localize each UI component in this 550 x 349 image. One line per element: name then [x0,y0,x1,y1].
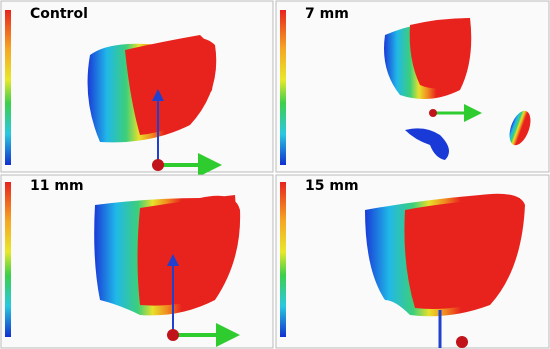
colorbar [5,182,11,337]
panel-label: 15 mm [305,178,359,194]
panel-label: 11 mm [30,178,84,194]
panel: 15 mm [275,174,550,349]
axis-origin [152,159,164,171]
panel: 11 mm [0,174,274,349]
flow-field [509,110,531,146]
panel: 7 mm [275,0,550,173]
panel-label: Control [30,6,88,22]
panel-label: 7 mm [305,6,349,22]
flow-core [137,195,236,306]
colorbar [5,10,11,165]
flow-core [409,18,471,89]
axis-origin [456,336,468,348]
flow-core [125,35,214,135]
colorbar [280,10,286,165]
flow-core [404,198,520,309]
axis-origin [429,109,437,117]
axis-origin [167,329,179,341]
panel: Control [0,0,274,177]
colorbar [280,182,286,337]
flow-field [405,128,449,160]
